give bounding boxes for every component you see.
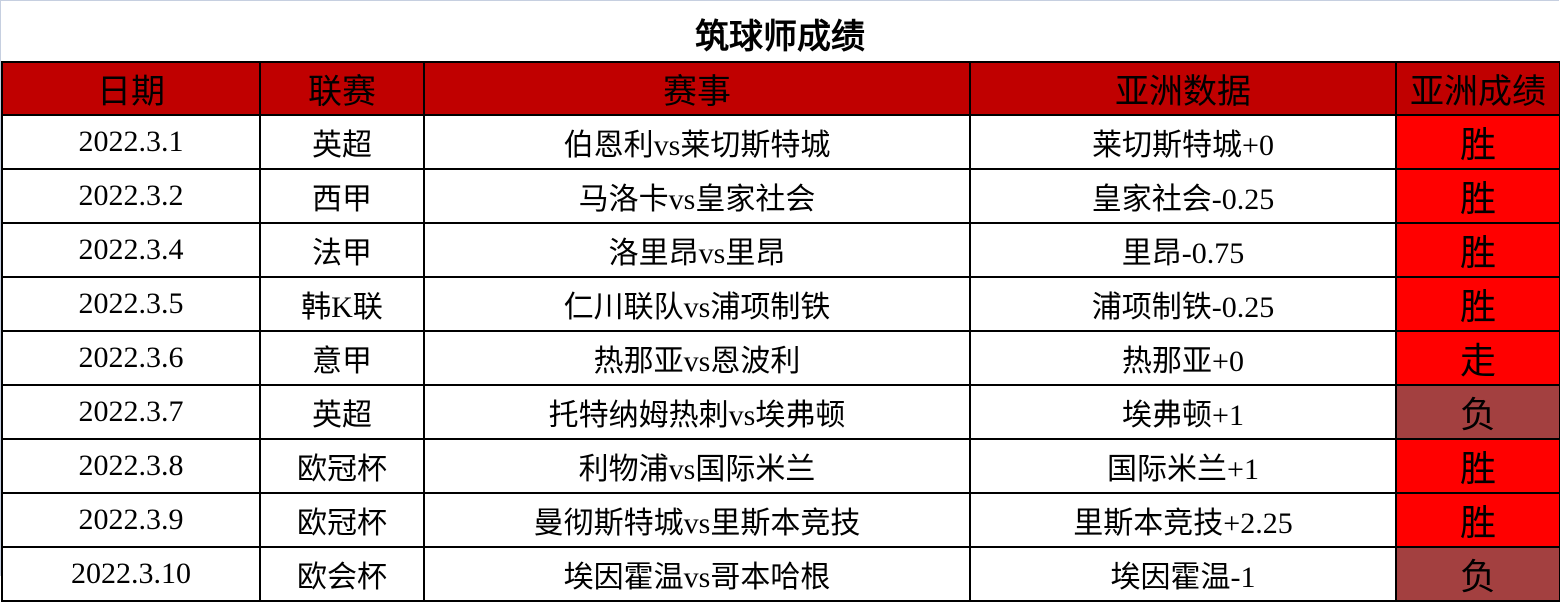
league-cell: 欧会杯 bbox=[259, 546, 425, 602]
header-date: 日期 bbox=[1, 61, 261, 116]
league-cell: 韩K联 bbox=[259, 276, 425, 332]
match-cell: 托特纳姆热刺vs埃弗顿 bbox=[423, 384, 971, 440]
match-cell: 洛里昂vs里昂 bbox=[423, 222, 971, 278]
table-row: 2022.3.4 法甲 洛里昂vs里昂 里昂-0.75 胜 bbox=[1, 222, 1560, 278]
table-row: 2022.3.10 欧会杯 埃因霍温vs哥本哈根 埃因霍温-1 负 bbox=[1, 546, 1560, 602]
match-cell: 埃因霍温vs哥本哈根 bbox=[423, 546, 971, 602]
date-cell: 2022.3.2 bbox=[1, 168, 261, 224]
result-cell: 胜 bbox=[1395, 222, 1560, 278]
asia-data-cell: 皇家社会-0.25 bbox=[969, 168, 1397, 224]
header-asia-result: 亚洲成绩 bbox=[1395, 61, 1560, 116]
league-cell: 英超 bbox=[259, 114, 425, 170]
asia-data-cell: 埃因霍温-1 bbox=[969, 546, 1397, 602]
date-cell: 2022.3.9 bbox=[1, 492, 261, 548]
asia-data-cell: 莱切斯特城+0 bbox=[969, 114, 1397, 170]
match-cell: 仁川联队vs浦项制铁 bbox=[423, 276, 971, 332]
match-cell: 伯恩利vs莱切斯特城 bbox=[423, 114, 971, 170]
table-row: 2022.3.5 韩K联 仁川联队vs浦项制铁 浦项制铁-0.25 胜 bbox=[1, 276, 1560, 332]
date-cell: 2022.3.7 bbox=[1, 384, 261, 440]
table-row: 2022.3.8 欧冠杯 利物浦vs国际米兰 国际米兰+1 胜 bbox=[1, 438, 1560, 494]
table-row: 2022.3.7 英超 托特纳姆热刺vs埃弗顿 埃弗顿+1 负 bbox=[1, 384, 1560, 440]
results-table: 日期 联赛 赛事 亚洲数据 亚洲成绩 2022.3.1 英超 伯恩利vs莱切斯特城莱… bbox=[1, 61, 1560, 602]
result-cell: 胜 bbox=[1395, 114, 1560, 170]
match-cell: 曼彻斯特城vs里斯本竞技 bbox=[423, 492, 971, 548]
league-cell: 英超 bbox=[259, 384, 425, 440]
asia-data-cell: 浦项制铁-0.25 bbox=[969, 276, 1397, 332]
header-row: 日期 联赛 赛事 亚洲数据 亚洲成绩 bbox=[1, 61, 1560, 116]
table-row: 2022.3.2 西甲 马洛卡vs皇家社会 皇家社会-0.25 胜 bbox=[1, 168, 1560, 224]
match-cell: 利物浦vs国际米兰 bbox=[423, 438, 971, 494]
league-cell: 欧冠杯 bbox=[259, 492, 425, 548]
league-cell: 欧冠杯 bbox=[259, 438, 425, 494]
asia-data-cell: 里昂-0.75 bbox=[969, 222, 1397, 278]
result-cell: 负 bbox=[1395, 546, 1560, 602]
date-cell: 2022.3.1 bbox=[1, 114, 261, 170]
league-cell: 西甲 bbox=[259, 168, 425, 224]
result-cell: 胜 bbox=[1395, 276, 1560, 332]
result-cell: 胜 bbox=[1395, 492, 1560, 548]
league-cell: 法甲 bbox=[259, 222, 425, 278]
asia-data-cell: 热那亚+0 bbox=[969, 330, 1397, 386]
date-cell: 2022.3.4 bbox=[1, 222, 261, 278]
table-row: 2022.3.6 意甲 热那亚vs恩波利 热那亚+0 走 bbox=[1, 330, 1560, 386]
date-cell: 2022.3.5 bbox=[1, 276, 261, 332]
result-cell: 走 bbox=[1395, 330, 1560, 386]
header-match: 赛事 bbox=[423, 61, 971, 116]
date-cell: 2022.3.10 bbox=[1, 546, 261, 602]
sheet-title: 筑球师成绩 bbox=[695, 19, 865, 56]
asia-data-cell: 里斯本竞技+2.25 bbox=[969, 492, 1397, 548]
asia-data-cell: 埃弗顿+1 bbox=[969, 384, 1397, 440]
table-row: 2022.3.9 欧冠杯 曼彻斯特城vs里斯本竞技 里斯本竞技+2.25 胜 bbox=[1, 492, 1560, 548]
result-cell: 负 bbox=[1395, 384, 1560, 440]
asia-data-cell: 国际米兰+1 bbox=[969, 438, 1397, 494]
result-cell: 胜 bbox=[1395, 438, 1560, 494]
date-cell: 2022.3.6 bbox=[1, 330, 261, 386]
header-asia-data: 亚洲数据 bbox=[969, 61, 1397, 116]
header-league: 联赛 bbox=[259, 61, 425, 116]
league-cell: 意甲 bbox=[259, 330, 425, 386]
date-cell: 2022.3.8 bbox=[1, 438, 261, 494]
result-cell: 胜 bbox=[1395, 168, 1560, 224]
match-cell: 热那亚vs恩波利 bbox=[423, 330, 971, 386]
match-cell: 马洛卡vs皇家社会 bbox=[423, 168, 971, 224]
table-row: 2022.3.1 英超 伯恩利vs莱切斯特城 莱切斯特城+0 胜 bbox=[1, 114, 1560, 170]
